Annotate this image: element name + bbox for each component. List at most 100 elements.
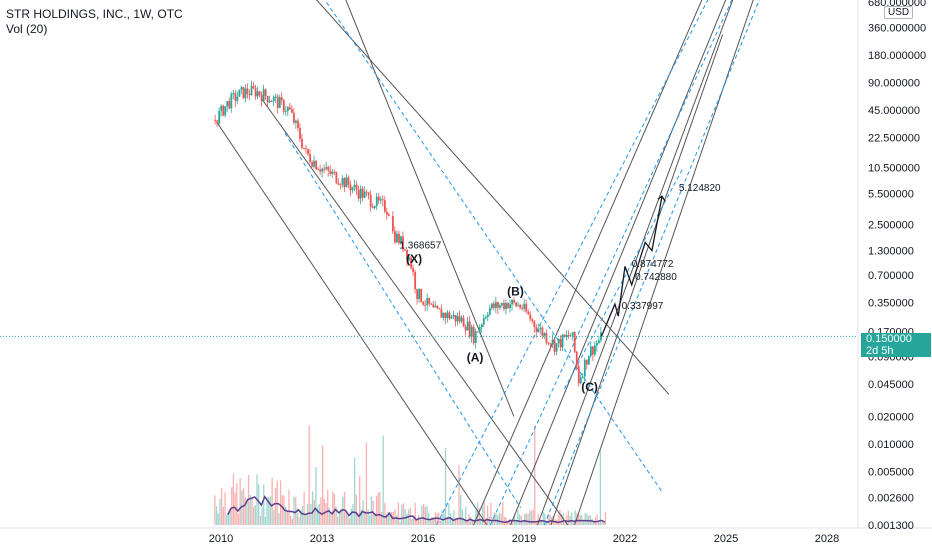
- volume-bar: [446, 516, 448, 525]
- candle-body: [266, 96, 269, 103]
- candle-body: [293, 112, 295, 123]
- volume-bar: [483, 502, 485, 525]
- trend-line: [345, 0, 515, 417]
- currency-badge[interactable]: USD: [884, 6, 914, 19]
- candle-body: [434, 305, 437, 308]
- candle-body: [224, 106, 227, 116]
- volume-bar: [460, 495, 462, 525]
- candle-body: [280, 97, 283, 101]
- candle-body: [525, 303, 528, 312]
- volume-bar: [566, 514, 568, 525]
- channel-line: [543, 0, 760, 526]
- candle-body: [331, 171, 334, 174]
- candle-body: [311, 162, 314, 167]
- volume-bar: [603, 520, 605, 525]
- volume-bar: [498, 512, 501, 525]
- candle-body: [555, 343, 558, 352]
- price-tick-label: 0.700000: [868, 270, 914, 282]
- volume-bar: [259, 515, 262, 525]
- candle-body: [218, 110, 221, 124]
- volume-bar: [478, 508, 480, 525]
- volume-bar: [239, 478, 241, 525]
- candle-body: [232, 93, 235, 95]
- volume-bar: [268, 496, 270, 525]
- volume-bar: [500, 513, 502, 525]
- candle-body: [515, 302, 518, 307]
- candle-body: [513, 300, 516, 303]
- candle-body: [505, 303, 507, 310]
- candle-body: [491, 303, 493, 309]
- candle-body: [228, 101, 231, 109]
- price-tick-label: 0.045000: [868, 379, 914, 391]
- candle-body: [240, 87, 243, 90]
- volume-bar: [231, 487, 233, 525]
- time-tick-label: 2022: [613, 533, 637, 545]
- volume-bar: [222, 506, 224, 525]
- time-tick-label: 2025: [714, 533, 738, 545]
- volume-bar: [273, 510, 275, 525]
- candle-body: [454, 314, 457, 322]
- volume-bar: [571, 512, 573, 525]
- candle-body: [222, 105, 225, 116]
- volume-bar: [271, 477, 273, 525]
- volume-bar: [391, 511, 393, 525]
- volume-bar: [244, 497, 246, 525]
- candle-body: [284, 111, 287, 113]
- candle-body: [325, 167, 328, 170]
- candle-body: [422, 301, 425, 305]
- candle-body: [262, 89, 265, 102]
- candle-body: [549, 343, 552, 345]
- candle-body: [268, 101, 271, 103]
- candle-body: [462, 317, 465, 327]
- candle-body: [335, 172, 338, 184]
- volume-bar: [382, 435, 384, 525]
- volume-ma-line: [227, 495, 606, 524]
- volume-bar: [567, 510, 570, 525]
- candle-body: [333, 171, 336, 173]
- candle-body: [242, 87, 245, 99]
- candle-body: [367, 192, 370, 195]
- price-tick-label: 45.000000: [868, 105, 920, 117]
- volume-bar: [290, 516, 292, 525]
- candle-body: [493, 303, 495, 308]
- volume-bar: [424, 506, 426, 525]
- volume-bar: [458, 465, 460, 525]
- volume-bar: [301, 505, 304, 525]
- volume-bar: [429, 519, 432, 525]
- wave-label: (C): [581, 380, 598, 394]
- candle-body: [563, 334, 566, 337]
- volume-bar: [561, 513, 563, 525]
- candle-body: [503, 303, 505, 310]
- volume-bar: [524, 513, 526, 525]
- trend-line: [574, 0, 754, 526]
- candle-body: [497, 302, 499, 308]
- volume-bar: [537, 513, 539, 525]
- volume-bar: [219, 498, 221, 525]
- projection-path: [600, 196, 663, 337]
- volume-bar: [517, 510, 519, 525]
- volume-bar: [535, 521, 538, 525]
- candle-body: [234, 93, 237, 101]
- candle-body: [486, 314, 489, 318]
- candle-body: [436, 305, 439, 309]
- candle-body: [446, 312, 449, 319]
- candle-body: [327, 167, 330, 171]
- volume-bar: [601, 522, 603, 525]
- volume-indicator-label[interactable]: Vol (20): [6, 22, 48, 36]
- volume-bar: [217, 513, 219, 525]
- candle-body: [402, 236, 404, 250]
- candle-body: [252, 86, 255, 89]
- volume-bar: [593, 521, 595, 525]
- volume-bar: [463, 519, 465, 525]
- candle-body: [424, 304, 427, 306]
- volume-bar: [492, 518, 494, 525]
- price-tick-label: 5.500000: [868, 188, 914, 200]
- volume-bar: [539, 519, 541, 525]
- candle-body: [537, 329, 540, 333]
- volume-bar: [308, 425, 310, 525]
- volume-bar: [300, 510, 302, 525]
- volume-bar: [359, 476, 361, 525]
- candle-body: [543, 333, 546, 336]
- candle-body: [452, 314, 455, 317]
